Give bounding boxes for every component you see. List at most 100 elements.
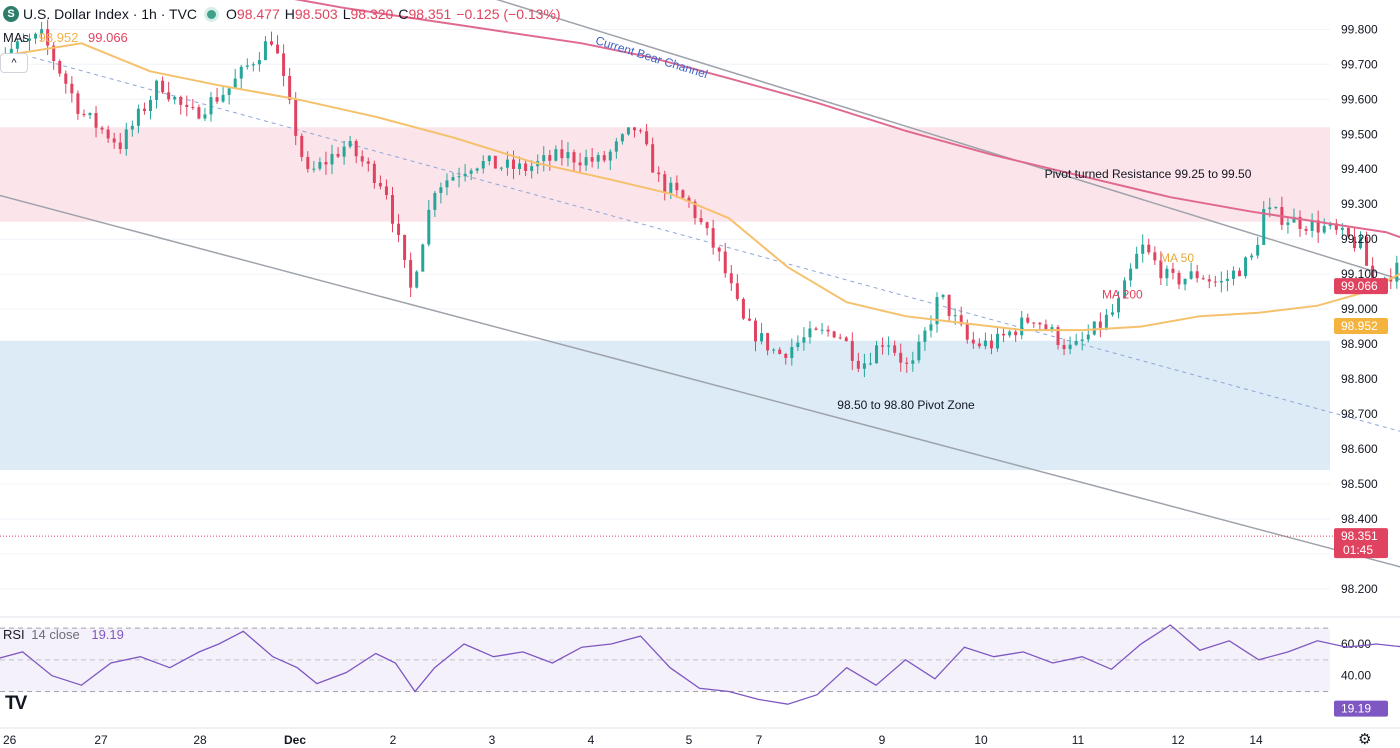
candle-body — [76, 93, 80, 114]
candle-body — [953, 315, 957, 317]
last-price-tag: 98.351 — [1341, 529, 1378, 543]
candle-body — [905, 362, 909, 364]
collapse-legend-button[interactable]: ^ — [0, 53, 28, 73]
candle-body — [384, 186, 388, 196]
candle-body — [996, 333, 1000, 349]
price-tick-label: 99.700 — [1341, 57, 1378, 71]
candle-body — [802, 337, 806, 343]
candle-body — [1274, 207, 1278, 209]
candle-body — [1092, 321, 1096, 335]
candle-body — [657, 172, 661, 175]
candle-body — [142, 108, 146, 112]
symbol-header[interactable]: S U.S. Dollar Index · 1h · TVC O 98.477 … — [0, 4, 566, 24]
candle-body — [9, 48, 13, 56]
candle-body — [487, 155, 491, 162]
price-axis[interactable]: 98.20098.30098.40098.50098.60098.70098.8… — [1334, 22, 1388, 596]
candle-body — [614, 141, 618, 152]
candle-body — [505, 159, 509, 168]
candle-body — [977, 343, 981, 347]
candle-body — [439, 187, 443, 194]
price-tick-label: 98.600 — [1341, 442, 1378, 456]
candle-body — [1395, 262, 1399, 282]
candle-body — [239, 66, 243, 79]
time-axis[interactable]: 26 27 28 Dec 2 3 4 5 7 9 10 11 12 14 — [0, 727, 1400, 747]
candle-body — [227, 88, 231, 95]
zone-label: Pivot turned Resistance 99.25 to 99.50 — [1045, 167, 1252, 181]
candle-body — [21, 40, 25, 42]
ma50-label: MA 50 — [1160, 251, 1194, 265]
price-tick-label: 98.700 — [1341, 407, 1378, 421]
candle-body — [1298, 216, 1302, 229]
candle-body — [40, 29, 44, 34]
trendlines[interactable] — [0, 0, 1400, 610]
candle-body — [1177, 272, 1181, 285]
candle-body — [155, 80, 159, 100]
candle-body — [1062, 345, 1066, 350]
candle-body — [421, 244, 425, 272]
candle-body — [723, 251, 727, 274]
candle-body — [572, 152, 576, 163]
price-tick-label: 99.300 — [1341, 197, 1378, 211]
candle-body — [64, 73, 68, 84]
symbol-title[interactable]: U.S. Dollar Index · 1h · TVC — [23, 6, 198, 22]
candle-body — [191, 106, 195, 108]
candle-body — [34, 33, 38, 39]
candle-body — [1304, 228, 1308, 231]
candle-body — [626, 127, 630, 135]
candle-body — [760, 333, 764, 342]
candle-body — [1207, 279, 1211, 282]
candle-body — [1123, 280, 1127, 299]
candle-body — [645, 131, 649, 145]
candle-body — [1346, 227, 1350, 237]
candle-body — [602, 155, 606, 161]
gear-icon[interactable]: ⚙ — [1358, 731, 1372, 748]
candle-body — [1250, 255, 1254, 258]
candle-body — [1147, 244, 1151, 253]
symbol-logo-icon: S — [3, 6, 19, 22]
candle-body — [875, 345, 879, 364]
ma-legend[interactable]: MAs 98.952 99.066 — [3, 30, 128, 45]
zone-label: 98.50 to 98.80 Pivot Zone — [837, 398, 975, 412]
ma50-legend-value: 98.952 — [38, 30, 79, 45]
candle-body — [124, 129, 128, 150]
candle-body — [1352, 236, 1356, 249]
time-tick-label: 5 — [686, 733, 693, 747]
candle-body — [590, 157, 594, 162]
low-label: L — [342, 6, 351, 22]
candlestick-series — [0, 19, 1399, 378]
candle-body — [923, 330, 927, 342]
candle-body — [324, 162, 328, 165]
candle-body — [1365, 236, 1369, 266]
candle-body — [959, 315, 963, 325]
candle-body — [1117, 298, 1121, 313]
candle-body — [493, 155, 497, 169]
time-tick-label: 26 — [3, 733, 17, 747]
rsi-legend[interactable]: RSI 14 close 19.19 — [3, 627, 124, 642]
candle-body — [336, 153, 340, 157]
candle-body — [1231, 270, 1235, 279]
candle-body — [639, 130, 643, 132]
candle-body — [148, 99, 152, 112]
candle-body — [717, 247, 721, 252]
candle-body — [832, 331, 836, 338]
ma200-price-tag: 99.066 — [1341, 279, 1378, 293]
candle-body — [366, 161, 370, 164]
candle-body — [257, 60, 261, 65]
tradingview-logo-icon: TV — [5, 693, 27, 714]
time-tick-label: 12 — [1171, 733, 1185, 747]
annotation-zones — [0, 127, 1330, 471]
candle-body — [790, 346, 794, 358]
candle-body — [917, 341, 921, 361]
candle-body — [300, 135, 304, 157]
candle-body — [397, 223, 401, 235]
time-tick-label: 27 — [94, 733, 108, 747]
candle-body — [197, 107, 201, 119]
candle-body — [1165, 268, 1169, 279]
price-tick-label: 99.500 — [1341, 127, 1378, 141]
candle-body — [475, 168, 479, 171]
rsi-line — [0, 624, 1400, 705]
candle-body — [663, 174, 667, 193]
candle-body — [1038, 322, 1042, 325]
candle-body — [596, 155, 600, 162]
